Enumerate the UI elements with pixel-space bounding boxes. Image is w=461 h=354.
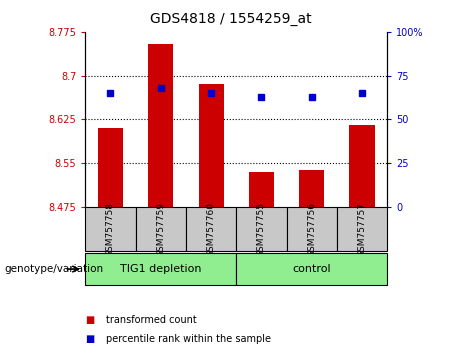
Text: transformed count: transformed count [106, 315, 197, 325]
Text: TIG1 depletion: TIG1 depletion [120, 264, 201, 274]
Text: control: control [292, 264, 331, 274]
Text: percentile rank within the sample: percentile rank within the sample [106, 334, 271, 344]
Text: genotype/variation: genotype/variation [5, 264, 104, 274]
Bar [349, 125, 375, 207]
Text: GSM757757: GSM757757 [358, 202, 366, 257]
Bar [199, 84, 224, 207]
Text: ■: ■ [85, 315, 95, 325]
Bar [136, 207, 186, 251]
Text: GSM757758: GSM757758 [106, 202, 115, 257]
Bar [236, 207, 287, 251]
Bar [98, 128, 123, 207]
Bar [85, 207, 136, 251]
Bar [249, 172, 274, 207]
Text: GDS4818 / 1554259_at: GDS4818 / 1554259_at [150, 12, 311, 27]
Bar [236, 253, 387, 285]
Bar [287, 207, 337, 251]
Bar [148, 44, 173, 207]
Text: GSM757755: GSM757755 [257, 202, 266, 257]
Text: ■: ■ [85, 334, 95, 344]
Text: GSM757760: GSM757760 [207, 202, 216, 257]
Text: GSM757756: GSM757756 [307, 202, 316, 257]
Bar [186, 207, 236, 251]
Bar [337, 207, 387, 251]
Bar [85, 253, 236, 285]
Bar [299, 170, 325, 207]
Text: GSM757759: GSM757759 [156, 202, 165, 257]
